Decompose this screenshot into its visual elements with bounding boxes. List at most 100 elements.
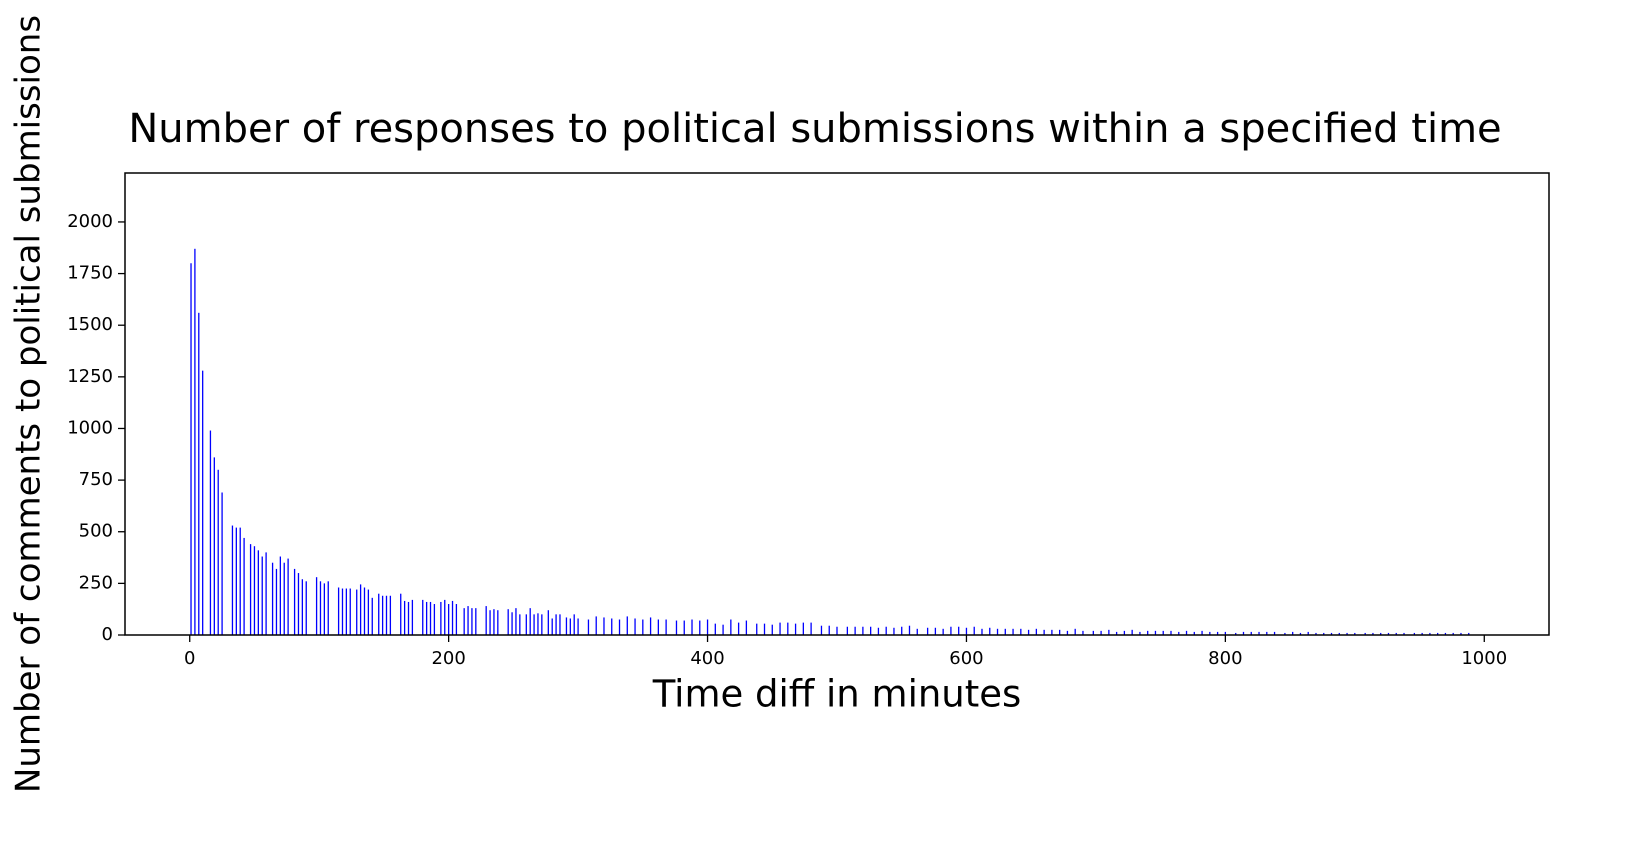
bar [1387,632,1390,635]
bar [634,618,636,635]
bar [231,525,234,635]
bar [836,626,838,635]
bar [1452,632,1454,635]
bar [1460,632,1462,635]
bar [315,577,318,635]
bar [657,619,660,635]
bar [451,600,454,635]
bar [577,618,579,635]
bar [893,627,895,635]
bar [371,597,373,635]
bar [249,544,252,635]
bar [934,627,937,635]
bar [942,628,944,635]
bar [745,620,748,635]
bar [1066,630,1069,635]
bar [422,599,424,635]
y-tick-label: 250 [79,572,113,593]
bar [1323,632,1325,635]
y-tick-label: 0 [102,624,113,645]
bar [965,627,968,635]
bar [190,263,192,635]
bar [447,604,450,635]
bar [675,620,678,635]
bar [1108,629,1110,635]
bar [828,625,830,635]
bar [854,626,856,635]
bar [1330,632,1333,635]
bar [261,556,263,635]
bar [555,614,557,635]
bar [194,248,196,635]
bar [221,492,223,635]
bar [363,587,366,635]
bar [525,614,527,635]
y-tick-label: 1500 [67,314,113,335]
bar [1354,632,1356,635]
bar [507,609,509,635]
bar [618,619,621,635]
bar [1235,632,1237,635]
bar [305,581,307,635]
bar [1004,628,1006,635]
bar [271,562,274,635]
bar [411,599,414,635]
bar [1258,631,1260,635]
bar [779,622,781,635]
bar [378,593,380,635]
bar [389,595,392,635]
bar [603,617,605,635]
bar [429,601,432,635]
bar [1131,629,1133,635]
y-tick-label: 2000 [67,211,113,232]
bar [493,609,495,635]
bar [722,624,724,635]
bar [1012,628,1014,635]
bar [341,588,344,635]
bar [820,625,823,635]
bar [337,587,340,635]
bar [265,552,267,635]
bar [665,619,667,635]
bar [1154,630,1157,635]
bar [444,599,446,635]
bar [926,627,929,635]
bar [1266,631,1268,635]
bar [356,589,358,635]
bar [569,618,571,635]
bar [691,619,693,635]
bar [559,614,561,635]
bar [1216,631,1219,635]
bar [996,628,999,635]
bar [1035,628,1038,635]
bar [381,595,384,635]
bar [1224,631,1227,635]
bar [877,627,880,635]
bar [989,627,991,635]
bar [1395,632,1397,635]
bar [279,556,281,635]
bar [198,312,200,635]
bar [565,617,568,635]
bar [319,581,322,635]
bar [202,370,204,635]
bar [217,469,219,635]
bar [400,593,402,635]
bar [239,527,241,635]
bar [1315,632,1317,635]
bar [547,610,549,635]
bar [1273,631,1276,635]
bar [1338,632,1340,635]
x-tick-label: 400 [690,648,724,669]
bar [794,623,797,635]
bar [846,626,849,635]
bar [1403,632,1405,635]
bar [235,527,237,635]
bar [359,584,362,635]
bar [471,608,473,635]
x-tick-label: 600 [949,648,983,669]
bar [1193,631,1195,635]
x-axis-label: Time diff in minutes [652,673,1022,716]
bar [367,589,370,635]
bar [511,612,513,635]
